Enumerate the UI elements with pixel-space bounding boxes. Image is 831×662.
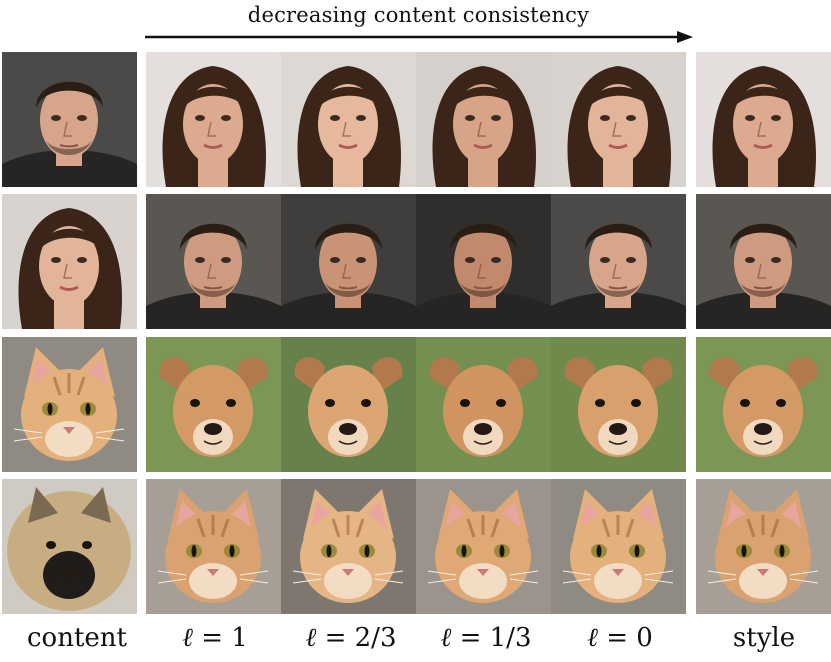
column-label-l13: ℓ = 1/3 — [440, 623, 532, 653]
image-row3-result-l1 — [146, 337, 281, 472]
column-label-l0: ℓ = 0 — [587, 623, 653, 653]
image-row1-result-l0 — [551, 52, 686, 187]
arrow — [145, 28, 694, 46]
image-row1-result-l23 — [281, 52, 416, 187]
column-label-l23: ℓ = 2/3 — [305, 623, 397, 653]
image-row2-result-l1 — [146, 194, 281, 329]
image-row1-result-l1 — [146, 52, 281, 187]
image-row2-result-l23 — [281, 194, 416, 329]
image-row3-result-l23 — [281, 337, 416, 472]
column-label-l1: ℓ = 1 — [182, 623, 248, 653]
image-row2-content — [2, 194, 137, 329]
column-label-content: content — [27, 623, 127, 653]
image-row4-content — [2, 479, 137, 614]
header-label: decreasing content consistency — [247, 3, 590, 27]
image-row4-style — [696, 479, 831, 614]
image-row3-result-l0 — [551, 337, 686, 472]
image-row1-style — [696, 52, 831, 187]
image-row1-result-l13 — [416, 52, 551, 187]
image-row3-result-l13 — [416, 337, 551, 472]
image-row2-result-l13 — [416, 194, 551, 329]
image-row2-result-l0 — [551, 194, 686, 329]
image-row4-result-l23 — [281, 479, 416, 614]
image-row3-style — [696, 337, 831, 472]
image-row4-result-l13 — [416, 479, 551, 614]
image-row2-style — [696, 194, 831, 329]
image-row4-result-l1 — [146, 479, 281, 614]
column-label-style: style — [732, 623, 796, 653]
image-row1-content — [2, 52, 137, 187]
image-row3-content — [2, 337, 137, 472]
image-row4-result-l0 — [551, 479, 686, 614]
